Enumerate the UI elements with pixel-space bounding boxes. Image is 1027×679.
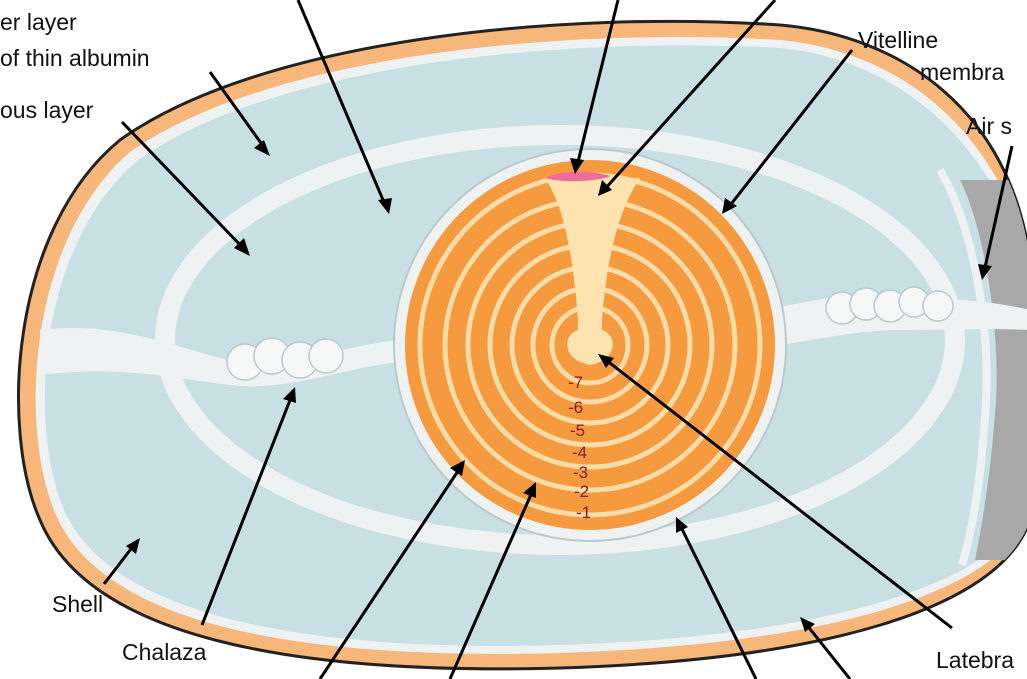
yolk-layer-number: -2: [574, 482, 589, 501]
label-outer-thin-albumin-line1: er layer: [0, 9, 77, 35]
yolk-layer-number: -5: [570, 421, 585, 440]
arrow-dense-albumin: [296, 0, 388, 208]
arrow-latebra-neck: [602, 0, 777, 192]
arrow-blastoderm: [575, 0, 620, 167]
arrow-yolk-dark: [448, 489, 535, 679]
yolk-layer-number: -4: [572, 443, 587, 462]
air-space: [960, 180, 1027, 560]
arrow-shell-membrane: [804, 623, 852, 679]
arrow-vitelline-membrane: [726, 49, 854, 209]
pointer-arrows: [102, 0, 1014, 679]
label-air-space: Air s: [966, 113, 1012, 139]
label-latebra: Latebra: [936, 647, 1014, 673]
chalaza-coils-left: [226, 337, 344, 381]
arrow-shell: [102, 544, 136, 585]
label-shell: Shell: [52, 591, 103, 617]
label-vitelline-membrane-line2: membra: [920, 59, 1005, 85]
label-chalaza: Chalaza: [122, 639, 207, 665]
arrow-yolk-light: [318, 467, 462, 679]
label-outer-thin-albumin-line2: of thin albumin: [0, 45, 150, 71]
arrow-chalaza: [200, 394, 294, 626]
arrow-inner-thin-albumin: [678, 524, 758, 679]
arrow-latebra: [605, 358, 953, 630]
yolk-layer-number: -3: [573, 463, 588, 482]
labels: er layer of thin albumin ous layer Vitel…: [0, 9, 1014, 673]
chalaza-coils-right: [825, 286, 954, 325]
arrow-air-space: [982, 145, 1014, 273]
label-chalaziferous-layer: ous layer: [0, 97, 94, 123]
dense-albumin-boundary: [155, 125, 965, 555]
arrow-chalaziferous-layer: [120, 120, 247, 252]
arrow-outer-thin-albumin: [208, 71, 268, 151]
latebra: [545, 178, 640, 365]
yolk-layer-number: -7: [568, 373, 583, 392]
yolk-layer-number: -6: [568, 398, 583, 417]
blastoderm: [545, 171, 610, 182]
yolk-layer-numbers: -7 -6 -5 -4 -3 -2 -1: [568, 373, 591, 522]
yolk-layer-number: -1: [576, 503, 591, 522]
label-vitelline-membrane-line1: Vitelline: [858, 27, 938, 53]
